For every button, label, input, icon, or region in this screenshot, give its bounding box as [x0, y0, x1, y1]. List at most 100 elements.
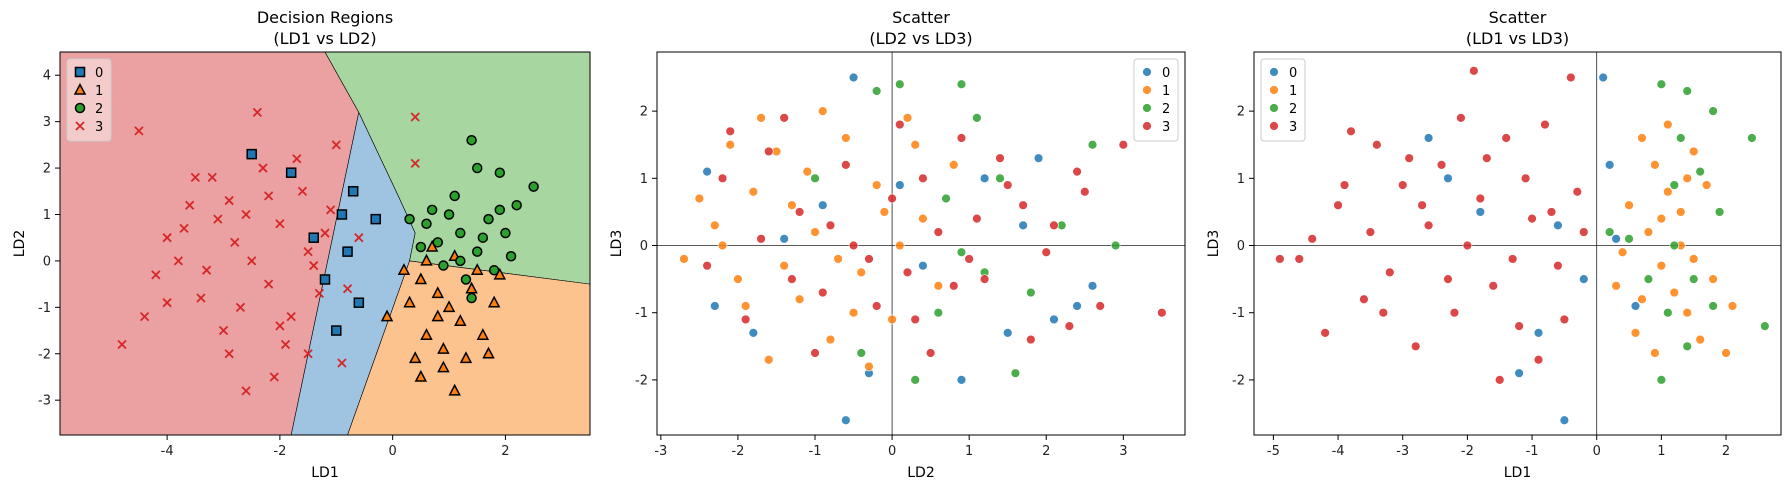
data-point-class-3 [1559, 314, 1570, 325]
data-point-class-3 [740, 314, 751, 325]
data-point-class-1 [420, 328, 433, 340]
data-point-class-3 [1507, 254, 1518, 264]
data-point-class-3 [1481, 153, 1492, 164]
legend-box [1133, 58, 1179, 142]
legend-label: 0 [95, 66, 103, 81]
chart-subtitle: (LD1 vs LD2) [273, 29, 376, 48]
data-point-class-1 [887, 314, 897, 325]
data-point-class-3 [964, 254, 975, 264]
data-point-class-3 [1072, 166, 1082, 177]
chart-panel-1: -4 -2 0 2 -3 -2 -1 0 1 2 3 4 Decision Regions (LD1 vs… [12, 8, 591, 481]
legend-marker-2 [74, 102, 86, 114]
data-point-class-1 [918, 213, 928, 224]
data-point-class-1 [1675, 207, 1686, 217]
data-point-class-3 [702, 260, 713, 271]
data-point-class-3 [207, 172, 217, 182]
data-point-class-2 [415, 241, 427, 253]
legend: 0 1 2 3 [66, 58, 112, 142]
data-point-class-3 [1118, 139, 1129, 150]
data-point-class-3 [1025, 334, 1036, 345]
data-point-class-3 [817, 287, 828, 298]
data-point-class-1 [1682, 307, 1693, 318]
legend-label: 0 [1162, 66, 1170, 81]
data-point-class-1 [786, 200, 797, 211]
data-point-class-2 [1682, 86, 1693, 96]
legend: 0 1 2 3 [1133, 58, 1179, 142]
data-point-class-2 [1688, 274, 1699, 285]
y-tick-label: 1 [43, 208, 51, 223]
data-point-class-3 [280, 339, 291, 350]
legend-marker-3 [1142, 121, 1152, 131]
data-point-class-3 [786, 274, 797, 285]
data-point-class-3 [297, 186, 308, 196]
data-point-class-3 [410, 158, 420, 169]
data-point-class-2 [1708, 301, 1719, 311]
data-point-class-1 [408, 351, 422, 364]
legend-box [66, 58, 112, 142]
data-point-class-0 [779, 233, 790, 244]
data-point-class-3 [151, 270, 161, 280]
data-point-class-1 [420, 253, 433, 266]
data-point-class-1 [414, 369, 428, 382]
y-tick-label: -1 [1232, 306, 1245, 321]
data-point-class-3 [1095, 301, 1106, 311]
legend-label: 3 [1289, 120, 1297, 135]
data-point-class-3 [258, 163, 268, 173]
data-point-class-1 [1650, 159, 1660, 170]
x-tick-label: -2 [273, 444, 286, 459]
x-tick-label: 2 [1042, 444, 1050, 459]
data-point-class-2 [1604, 227, 1615, 237]
data-point-class-0 [353, 297, 365, 308]
legend-label: 2 [95, 102, 103, 117]
data-point-class-1 [756, 112, 766, 123]
data-point-class-2 [455, 227, 466, 239]
data-point-class-3 [162, 298, 172, 308]
data-point-class-3 [725, 126, 736, 137]
legend-marker-1 [1142, 85, 1152, 95]
data-point-class-1 [448, 383, 461, 396]
data-point-class-0 [370, 213, 381, 225]
data-point-class-1 [397, 263, 411, 275]
legend-label: 2 [1162, 102, 1170, 117]
y-tick-label: -3 [38, 394, 51, 409]
data-point-class-3 [1520, 173, 1531, 184]
data-point-class-1 [1662, 119, 1673, 130]
data-point-class-0 [1033, 153, 1044, 164]
data-point-class-3 [1339, 180, 1350, 190]
data-point-class-3 [864, 254, 874, 264]
data-point-class-3 [241, 209, 251, 220]
data-point-class-2 [494, 204, 506, 216]
x-tick-label: -3 [654, 444, 667, 459]
data-point-class-1 [794, 294, 805, 305]
data-point-class-2 [941, 193, 951, 204]
data-point-class-3 [763, 146, 774, 157]
data-point-class-3 [134, 126, 144, 136]
data-point-class-2 [449, 190, 460, 202]
data-point-class-3 [1018, 200, 1029, 211]
legend: 0 1 2 3 [1260, 58, 1306, 142]
data-point-class-2 [466, 292, 477, 304]
data-point-class-1 [763, 354, 774, 365]
data-point-class-3 [320, 228, 330, 238]
legend-marker-3 [75, 121, 85, 131]
data-point-class-2 [1662, 307, 1673, 318]
data-point-class-1 [864, 361, 874, 372]
data-point-class-2 [1695, 166, 1706, 177]
data-point-class-3 [201, 265, 212, 275]
data-point-class-3 [1501, 133, 1512, 143]
data-point-class-1 [910, 139, 921, 150]
data-point-class-3 [902, 267, 913, 278]
data-point-class-2 [438, 260, 449, 271]
data-point-class-3 [1156, 307, 1167, 318]
data-point-class-3 [263, 191, 274, 201]
data-point-class-3 [173, 256, 184, 266]
data-point-class-1 [1682, 173, 1693, 184]
data-point-class-1 [1637, 294, 1647, 305]
y-axis-label: LD3 [1206, 230, 1222, 258]
data-point-class-1 [414, 272, 428, 285]
data-point-class-2 [471, 162, 483, 174]
data-point-class-1 [1688, 254, 1699, 264]
data-point-class-3 [1417, 200, 1428, 211]
data-point-class-0 [1423, 133, 1434, 143]
y-axis-label: LD2 [12, 230, 28, 258]
